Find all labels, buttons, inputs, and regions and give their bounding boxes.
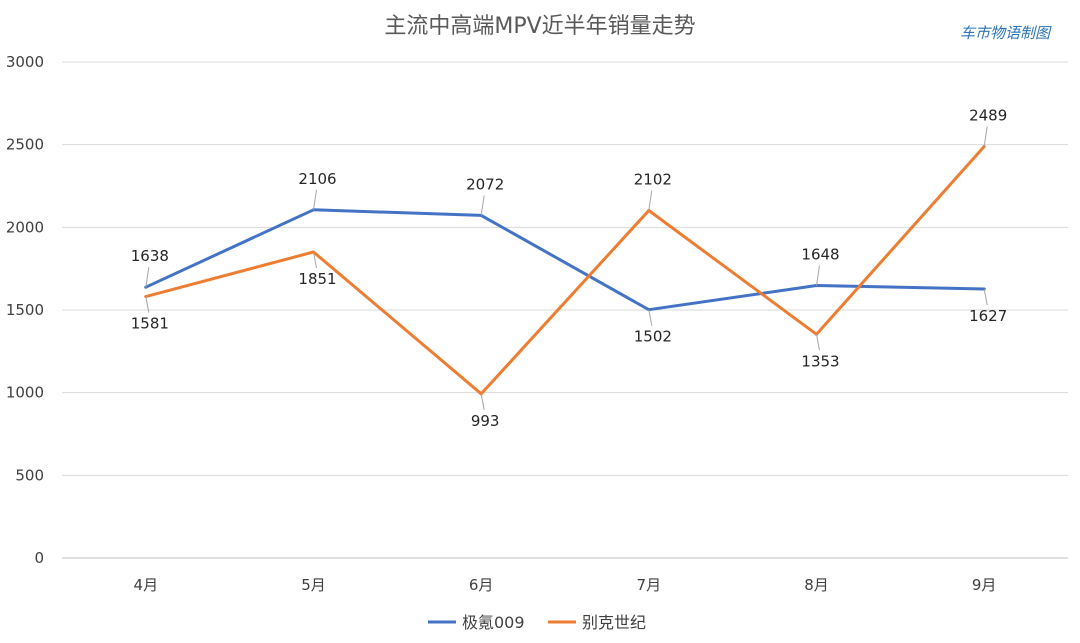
label-leader-line — [983, 288, 988, 306]
label-leader-line — [648, 309, 653, 326]
label-leader-line — [983, 126, 988, 147]
label-leader-line — [313, 251, 317, 269]
x-tick-label: 8月 — [804, 576, 829, 594]
label-leader-line — [480, 195, 485, 216]
label-leader-line — [145, 267, 150, 288]
x-tick-label: 6月 — [469, 576, 494, 594]
label-leader-line — [145, 296, 150, 313]
data-label: 1638 — [131, 247, 169, 265]
legend: 极氪009 别克世纪 — [428, 613, 646, 632]
label-leader-line — [648, 190, 653, 211]
data-label: 2102 — [634, 170, 672, 188]
y-tick-label: 3000 — [6, 53, 44, 71]
data-label: 2106 — [298, 170, 336, 188]
data-label: 1353 — [801, 352, 839, 370]
data-label: 993 — [471, 412, 500, 430]
data-label: 2072 — [466, 175, 504, 193]
series-lines — [144, 144, 986, 396]
data-label: 1502 — [634, 328, 672, 346]
series-line-1 — [144, 208, 986, 312]
watermark-text: 车市物语制图 — [960, 24, 1052, 42]
data-label: 1648 — [801, 246, 839, 264]
label-leader-line — [816, 334, 820, 351]
series-line-2 — [144, 145, 986, 396]
x-tick-label: 7月 — [637, 576, 662, 594]
y-tick-label: 0 — [34, 549, 44, 567]
label-leader-line — [816, 265, 820, 286]
data-label: 2489 — [969, 106, 1007, 124]
x-tick-label: 9月 — [972, 576, 997, 594]
data-label: 1851 — [298, 270, 336, 288]
gridlines — [62, 61, 1068, 559]
y-tick-label: 2500 — [6, 136, 44, 154]
y-axis-ticks: 0 500 1000 1500 2000 2500 3000 — [6, 53, 44, 567]
data-labels: 1638 2106 2072 1502 1648 1627 1581 1851 993 2102 1… — [131, 106, 1008, 429]
y-tick-label: 2000 — [6, 218, 44, 236]
legend-label-2: 别克世纪 — [582, 613, 646, 632]
data-label: 1627 — [969, 307, 1007, 325]
x-tick-label: 4月 — [134, 576, 159, 594]
x-tick-label: 5月 — [301, 576, 326, 594]
chart-title: 主流中高端MPV近半年销量走势 — [384, 14, 695, 39]
legend-label-1: 极氪009 — [462, 613, 525, 632]
y-tick-label: 500 — [15, 466, 44, 484]
x-axis-ticks: 4月 5月 6月 7月 8月 9月 — [134, 576, 997, 594]
label-leader-line — [313, 189, 317, 210]
y-tick-label: 1000 — [6, 384, 44, 402]
data-label: 1581 — [131, 315, 169, 333]
y-tick-label: 1500 — [6, 301, 44, 319]
label-leader-line — [480, 393, 485, 410]
